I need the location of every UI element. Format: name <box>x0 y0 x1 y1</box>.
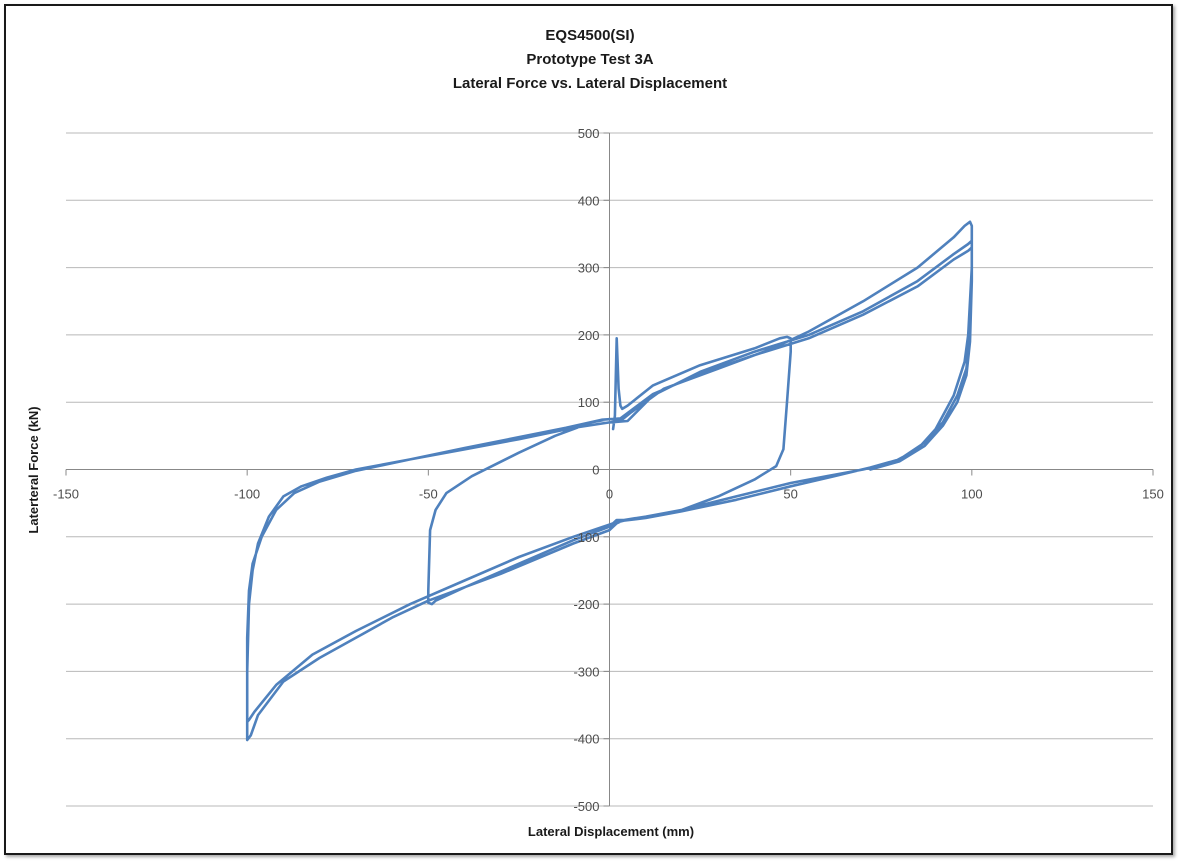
y-tick-label: 200 <box>578 328 600 343</box>
y-tick-label: -400 <box>573 732 599 747</box>
x-tick-label: 100 <box>961 487 983 502</box>
y-tick-label: -100 <box>573 530 599 545</box>
y-tick-label: 400 <box>578 193 600 208</box>
x-tick-label: -100 <box>234 487 260 502</box>
y-tick-label: -500 <box>573 799 599 814</box>
x-tick-label: 150 <box>1142 487 1164 502</box>
y-tick-label: 300 <box>578 261 600 276</box>
y-tick-label: -300 <box>573 664 599 679</box>
y-tick-label: -200 <box>573 597 599 612</box>
chart-title: EQS4500(SI) <box>545 27 635 44</box>
chart-subtitle: Prototype Test 3A <box>526 51 654 68</box>
x-tick-label: -50 <box>419 487 438 502</box>
y-axis-title: Laterteral Force (kN) <box>26 406 41 533</box>
series-layer <box>245 220 974 742</box>
x-tick-label: 50 <box>783 487 797 502</box>
y-tick-label: 500 <box>578 126 600 141</box>
x-tick-label: 0 <box>606 487 613 502</box>
y-tick-label: 100 <box>578 395 600 410</box>
chart-title-block: EQS4500(SI) Prototype Test 3A Lateral Fo… <box>0 24 1180 96</box>
axes <box>65 132 1154 807</box>
x-axis-title: Lateral Displacement (mm) <box>528 824 694 839</box>
y-tick-label: 0 <box>592 463 599 478</box>
series-line <box>245 220 974 742</box>
x-tick-label: -150 <box>53 487 79 502</box>
tick-labels: -150 -100 -50 0 50 100 150-500-400-300-200-100… <box>53 126 1164 814</box>
chart-subtitle-2: Lateral Force vs. Lateral Displacement <box>452 75 728 92</box>
chart-frame <box>4 4 1173 855</box>
